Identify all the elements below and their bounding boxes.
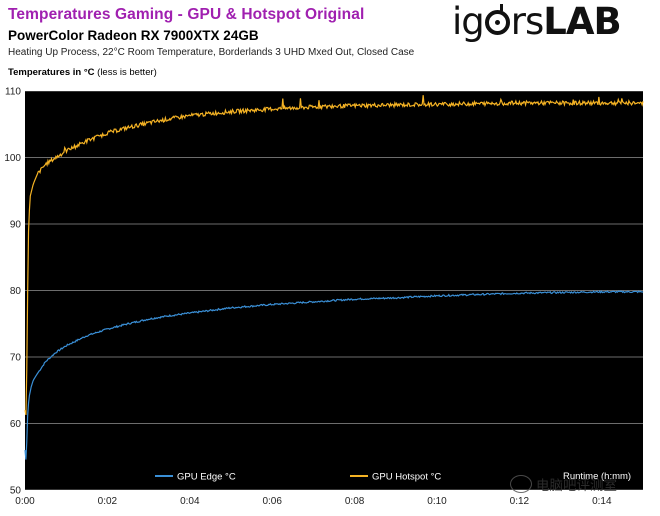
x-tick-label: 0:04: [180, 496, 200, 507]
y-axis-label: Temperatures in °C (less is better): [8, 67, 157, 78]
x-tick-label: 0:10: [427, 496, 447, 507]
logo-text-part3: LAB: [543, 0, 621, 43]
y-tick-label: 90: [10, 220, 22, 231]
y-axis-label-note: (less is better): [94, 67, 157, 78]
chart-subtitle: PowerColor Radeon RX 7900XTX 24GB: [8, 28, 259, 43]
logo-text-part2: rs: [510, 0, 544, 43]
y-tick-label: 80: [10, 286, 22, 297]
logo-text-part1: ig: [452, 0, 485, 43]
wechat-icon: [510, 475, 532, 493]
x-tick-label: 0:06: [262, 496, 282, 507]
chart-description: Heating Up Process, 22°C Room Temperatur…: [8, 47, 415, 58]
x-tick-label: 0:02: [98, 496, 118, 507]
gridlines: [25, 90, 643, 491]
y-axis-label-text: Temperatures in °C: [8, 67, 95, 78]
logo-ring-icon: [484, 4, 510, 35]
y-tick-label: 110: [5, 87, 21, 98]
legend-label: GPU Hotspot °C: [372, 472, 441, 483]
x-tick-label: 0:14: [592, 496, 612, 507]
x-axis-label: Runtime (h:mm): [563, 471, 631, 482]
legend-label: GPU Edge °C: [177, 472, 236, 483]
y-tick-label: 60: [10, 419, 22, 430]
series-line-gpu-edge: [24, 289, 644, 460]
y-tick-label: 70: [10, 353, 22, 364]
x-tick-label: 0:12: [510, 496, 530, 507]
y-tick-label: 100: [4, 153, 21, 164]
x-tick-label: 0:08: [345, 496, 365, 507]
x-tick-label: 0:00: [15, 496, 35, 507]
y-tick-labels: 50 60 70 80 90 100 110: [4, 87, 21, 497]
igorslab-logo: ig rsLAB: [452, 0, 622, 43]
watermark: 电脑吧评测室: [510, 474, 617, 494]
series-lines: [24, 95, 644, 460]
x-tick-labels: 0:00 0:02 0:04 0:06 0:08 0:10 0:12 0:14: [15, 496, 612, 507]
series-line-gpu-hotspot: [24, 95, 644, 416]
watermark-text: 电脑吧评测室: [536, 478, 617, 493]
y-tick-label: 50: [10, 486, 22, 497]
legend: GPU Edge °C GPU Hotspot °C: [155, 472, 441, 483]
chart-title: Temperatures Gaming - GPU & Hotspot Orig…: [8, 6, 365, 23]
